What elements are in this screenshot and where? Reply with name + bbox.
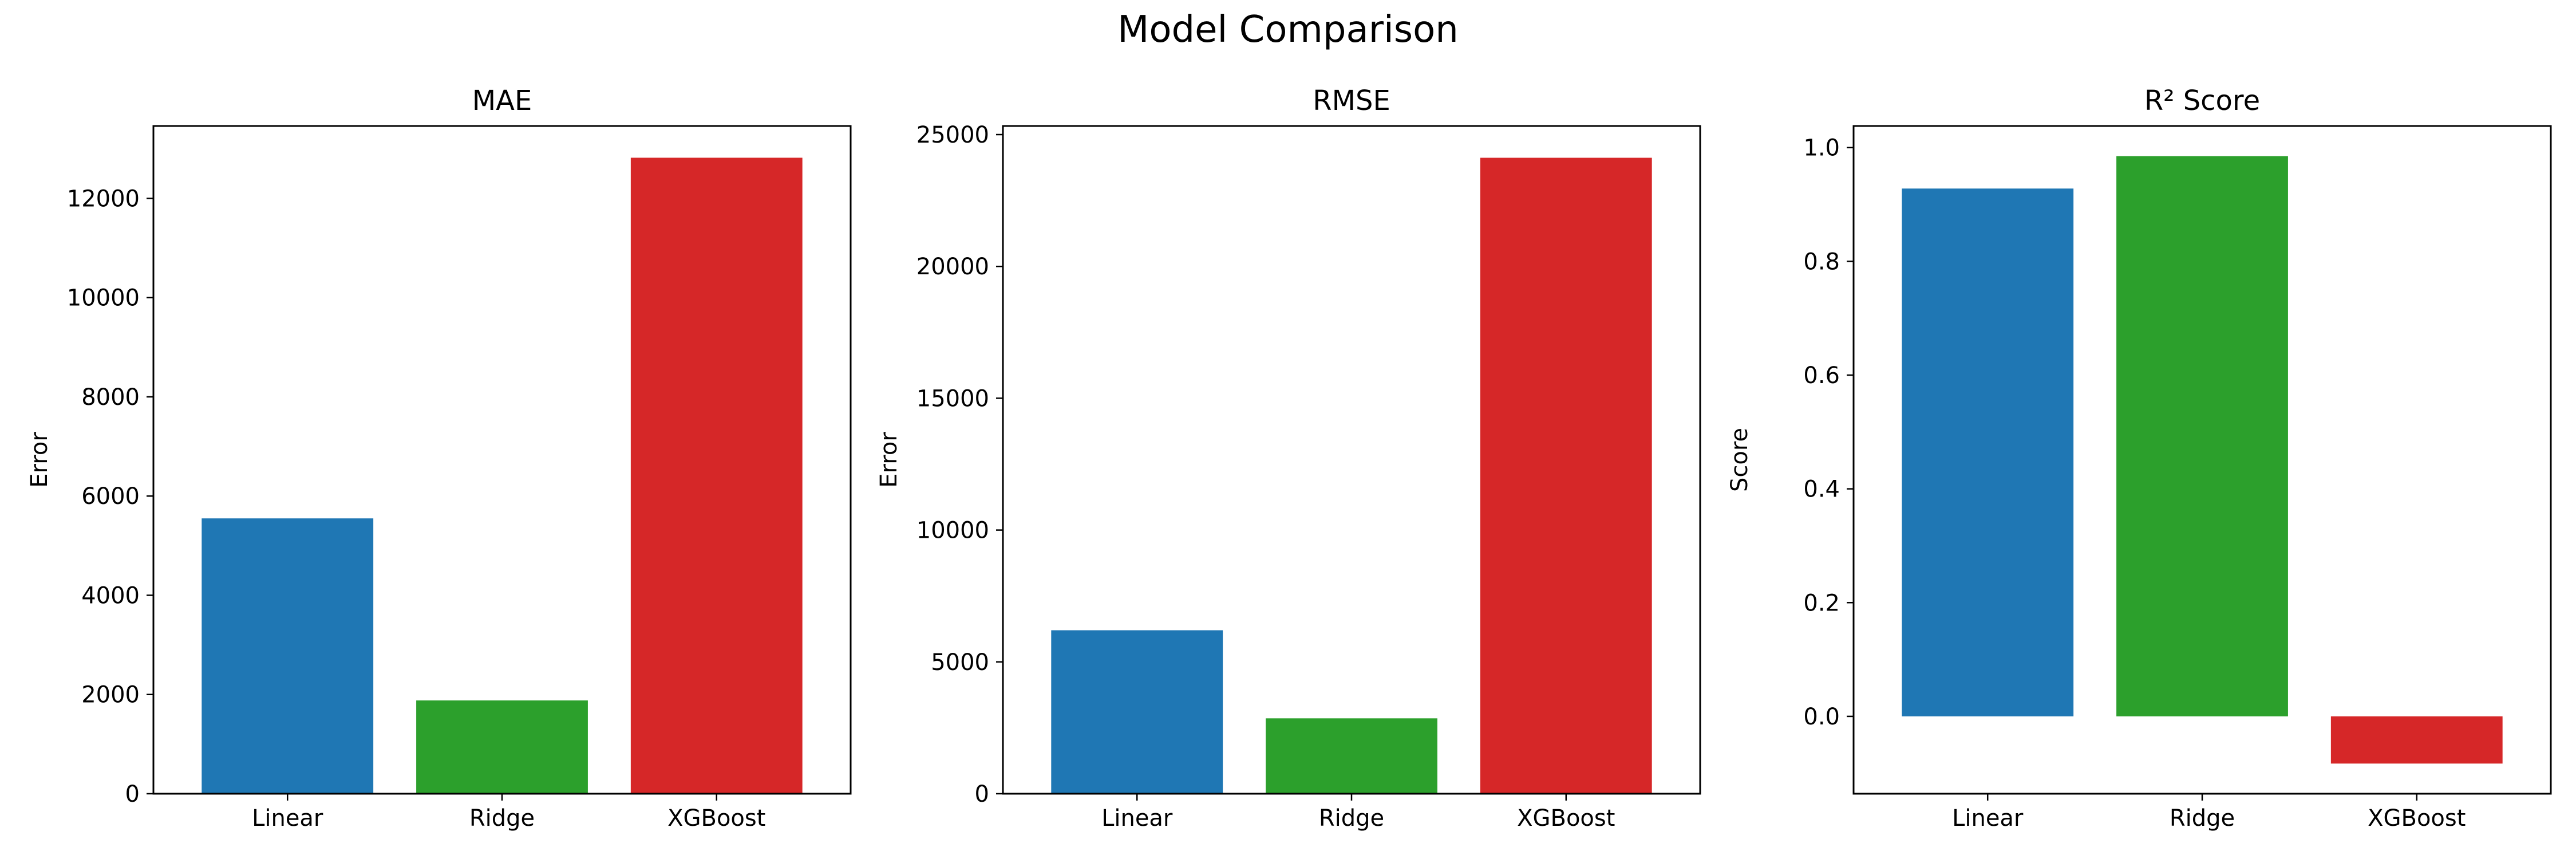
x-tick-label: Ridge	[2170, 805, 2235, 832]
y-tick-label: 1.0	[1803, 135, 1840, 161]
y-tick-label: 4000	[81, 582, 140, 609]
y-tick-label: 0	[125, 781, 140, 807]
subplot-2: 0 5000 10000 15000 20000 25000 Linear Ridge XGBo…	[876, 85, 1701, 832]
x-tick-label: Linear	[1101, 805, 1173, 832]
y-axis-label: Score	[1726, 428, 1753, 492]
y-axis-label: Error	[26, 432, 53, 488]
y-tick-label: 10000	[916, 518, 989, 544]
y-tick-label: 25000	[916, 122, 989, 148]
y-tick-label: 2000	[81, 682, 140, 708]
figure-title: Model Comparison	[1117, 9, 1459, 51]
bar-linear	[1902, 188, 2074, 716]
bar-ridge	[2116, 156, 2288, 716]
subplot-1: 0 2000 4000 6000 8000 10000 12000 Linear Ridge XG…	[26, 85, 852, 832]
y-tick-label: 6000	[81, 483, 140, 510]
subplot-title: R² Score	[2144, 85, 2260, 117]
bar-xgboost	[2330, 716, 2503, 764]
subplot-3: 0.0 0.2 0.4 0.6 0.8 1.0 Linear Ridge XGBoost R² S…	[1726, 85, 2552, 832]
y-tick-label: 20000	[916, 254, 989, 280]
subplot-panels: 0 2000 4000 6000 8000 10000 12000 Linear Ridge XG…	[26, 85, 2552, 832]
bar-ridge	[416, 700, 588, 794]
y-tick-label: 12000	[67, 186, 140, 212]
bar-linear	[202, 518, 374, 794]
bar-ridge	[1266, 718, 1437, 794]
x-tick-label: XGBoost	[2368, 805, 2466, 832]
y-tick-label: 0.8	[1803, 249, 1840, 275]
y-tick-label: 0	[975, 781, 989, 807]
y-tick-label: 10000	[67, 285, 140, 312]
y-tick-label: 0.2	[1803, 590, 1840, 616]
x-tick-label: Linear	[252, 805, 323, 832]
x-tick-label: Ridge	[469, 805, 535, 832]
y-tick-label: 5000	[931, 649, 989, 676]
y-tick-label: 0.6	[1803, 362, 1840, 389]
x-tick-label: Ridge	[1319, 805, 1384, 832]
x-tick-label: XGBoost	[667, 805, 765, 832]
x-tick-label: Linear	[1952, 805, 2024, 832]
bar-xgboost	[1480, 157, 1652, 794]
x-tick-label: XGBoost	[1517, 805, 1615, 832]
y-tick-label: 0.4	[1803, 476, 1840, 503]
bar-linear	[1051, 630, 1223, 794]
subplot-title: MAE	[472, 85, 532, 117]
y-axis-label: Error	[876, 432, 902, 488]
subplot-title: RMSE	[1313, 85, 1390, 117]
y-tick-label: 8000	[81, 384, 140, 411]
y-tick-label: 0.0	[1803, 704, 1840, 730]
bar-xgboost	[630, 157, 803, 794]
y-tick-label: 15000	[916, 385, 989, 412]
